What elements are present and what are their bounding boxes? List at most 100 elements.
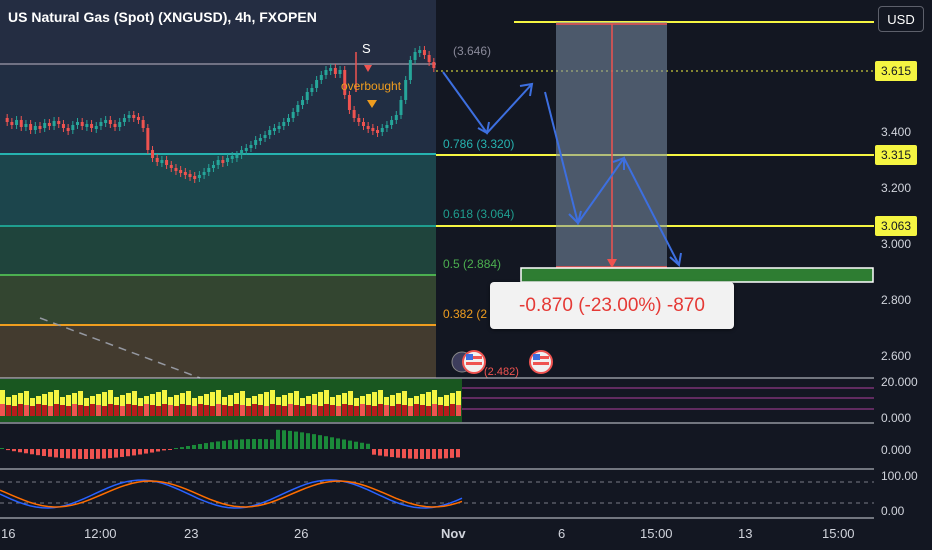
volume-bar-low bbox=[342, 404, 347, 416]
price-candles[interactable] bbox=[5, 46, 436, 183]
candle-body bbox=[333, 68, 337, 74]
macd-bar bbox=[36, 449, 40, 456]
candle-body bbox=[221, 160, 225, 163]
candle-body bbox=[136, 117, 140, 120]
volume-bar-low bbox=[144, 404, 149, 416]
candle-body bbox=[315, 80, 319, 88]
volume-bar-low bbox=[234, 404, 239, 416]
candle-body bbox=[155, 158, 159, 162]
volume-bar-low bbox=[396, 404, 401, 416]
candle-body bbox=[380, 128, 384, 132]
candle-body bbox=[272, 128, 276, 131]
candle-body bbox=[66, 128, 70, 131]
candle-body bbox=[422, 50, 426, 55]
macd-bar bbox=[42, 449, 46, 457]
macd-bar bbox=[180, 447, 184, 449]
currency-button[interactable]: USD bbox=[878, 6, 924, 32]
volume-bar-low bbox=[192, 406, 197, 416]
fib-label-618: 0.618 (3.064) bbox=[443, 207, 515, 221]
volume-bar-low bbox=[108, 404, 113, 416]
candle-body bbox=[324, 70, 328, 75]
macd-bar bbox=[222, 440, 226, 449]
macd-bar bbox=[456, 449, 460, 458]
volume-bar bbox=[354, 398, 359, 412]
time-tick: 15:00 bbox=[640, 526, 673, 541]
volume-bar bbox=[108, 390, 113, 408]
macd-bar bbox=[54, 449, 58, 458]
macd-bar bbox=[450, 449, 454, 458]
candle-body bbox=[15, 120, 19, 125]
volume-bar-low bbox=[432, 404, 437, 416]
candle-body bbox=[122, 118, 126, 122]
volume-bar bbox=[258, 394, 263, 410]
volume-bar bbox=[42, 394, 47, 410]
macd-bar bbox=[138, 449, 142, 455]
event-flag-us-icon[interactable] bbox=[529, 350, 553, 374]
time-tick: 13 bbox=[738, 526, 753, 541]
macd-bar bbox=[354, 441, 358, 449]
volume-bar bbox=[162, 390, 167, 408]
volume-bar-low bbox=[120, 406, 125, 416]
candle-body bbox=[338, 70, 342, 74]
stoch-d-line bbox=[0, 480, 463, 508]
volume-bar-low bbox=[210, 406, 215, 416]
candle-body bbox=[71, 125, 75, 130]
candle-body bbox=[301, 100, 305, 105]
macd-bar bbox=[60, 449, 64, 458]
time-tick: 23 bbox=[184, 526, 199, 541]
macd-bar bbox=[216, 441, 220, 449]
macd-bar bbox=[396, 449, 400, 458]
projection-arrow-2[interactable] bbox=[544, 91, 680, 266]
volume-bar bbox=[6, 397, 11, 412]
volume-bar bbox=[408, 398, 413, 412]
time-tick: 12:00 bbox=[84, 526, 117, 541]
candle-body bbox=[193, 176, 197, 179]
volume-bar-low bbox=[366, 405, 371, 416]
macd-bar bbox=[186, 446, 190, 449]
volume-bar bbox=[324, 390, 329, 408]
volume-bar bbox=[12, 395, 17, 411]
candle-body bbox=[399, 100, 403, 115]
volume-bar bbox=[0, 390, 5, 408]
macd-bar bbox=[276, 429, 280, 449]
candle-body bbox=[108, 120, 112, 124]
fib-label-bottom: (2.482) bbox=[484, 366, 519, 378]
volume-bar-low bbox=[222, 405, 227, 416]
volume-bar bbox=[156, 392, 161, 409]
volume-bar bbox=[444, 395, 449, 411]
volume-bar-low bbox=[276, 405, 281, 416]
macd-bar bbox=[72, 449, 76, 459]
macd-bar bbox=[420, 449, 424, 459]
volume-bar bbox=[414, 396, 419, 411]
measure-arrowhead bbox=[607, 259, 617, 268]
candle-body bbox=[90, 124, 94, 128]
macd-bar bbox=[210, 442, 214, 449]
volume-bar-low bbox=[324, 404, 329, 416]
macd-bar bbox=[258, 439, 262, 449]
macd-bar bbox=[198, 443, 202, 449]
candle-body bbox=[404, 80, 408, 100]
volume-bar-low bbox=[198, 404, 203, 416]
macd-bar bbox=[78, 449, 82, 459]
volume-bar bbox=[174, 395, 179, 411]
candle-body bbox=[174, 168, 178, 171]
candle-body bbox=[390, 120, 394, 125]
candle-body bbox=[118, 122, 122, 127]
candle-body bbox=[47, 123, 51, 126]
price-tick: 3.000 bbox=[881, 237, 912, 251]
macd-bar bbox=[390, 449, 394, 458]
macd-bar bbox=[288, 430, 292, 449]
candle-body bbox=[277, 126, 281, 129]
volume-bar-low bbox=[246, 406, 251, 416]
macd-bar bbox=[318, 435, 322, 449]
candle-body bbox=[179, 170, 183, 173]
volume-bar bbox=[18, 393, 23, 410]
volume-bar bbox=[30, 398, 35, 412]
target-zone[interactable] bbox=[520, 267, 874, 283]
event-flag-icon[interactable] bbox=[451, 350, 486, 374]
volume-bar bbox=[390, 395, 395, 411]
volume-bar bbox=[294, 391, 299, 409]
measure-readout: -0.870 (-23.00%) -870 bbox=[490, 282, 734, 329]
candle-body bbox=[366, 126, 370, 129]
